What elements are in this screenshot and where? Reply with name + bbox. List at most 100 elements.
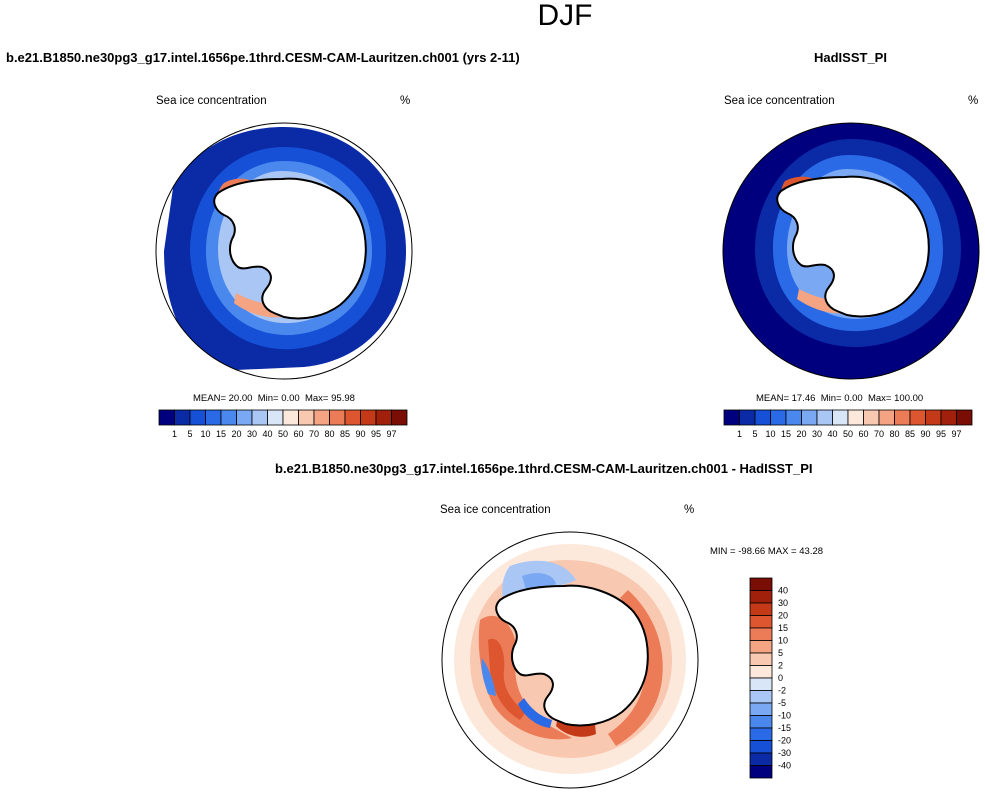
model-stats: MEAN= 20.00 Min= 0.00 Max= 95.98: [193, 393, 355, 404]
obs-max-value: 100.00: [894, 393, 924, 404]
model-max-value: 95.98: [331, 393, 355, 404]
diff-max-value: 43.28: [799, 546, 824, 557]
model-colorbar-swatch: [205, 409, 222, 426]
diff-colorbar-label: 20: [778, 611, 788, 621]
diff-colorbar-swatch: [749, 615, 773, 629]
obs-min-value: 0.00: [844, 393, 863, 404]
obs-colorbar-label: 97: [951, 429, 961, 439]
model-colorbar-label: 30: [247, 429, 257, 439]
obs-colorbar-swatch: [909, 409, 926, 426]
model-colorbar-label: 50: [278, 429, 288, 439]
diff-colorbar-label: 5: [778, 648, 783, 658]
obs-max-label: Max=: [867, 393, 892, 404]
diff-colorbar-swatch: [749, 740, 773, 754]
obs-colorbar-swatch: [863, 409, 880, 426]
model-colorbar-swatch: [282, 409, 299, 426]
obs-colorbar-swatch: [739, 409, 756, 426]
diff-colorbar-swatch: [749, 627, 773, 641]
diff-colorbar-swatch: [749, 665, 773, 679]
obs-map: [722, 122, 980, 380]
obs-colorbar: 1 5 10 15 20 30 40 50 60 70 80 85 90 95 97: [723, 409, 973, 439]
obs-colorbar-swatch: [925, 409, 942, 426]
obs-colorbar-swatch: [770, 409, 787, 426]
diff-colorbar-label: -40: [778, 761, 791, 771]
obs-colorbar-label: 80: [889, 429, 899, 439]
obs-colorbar-swatch: [816, 409, 833, 426]
diff-colorbar-swatch: [749, 702, 773, 716]
obs-colorbar-label: 20: [796, 429, 806, 439]
obs-colorbar-label: 1: [737, 429, 742, 439]
obs-mean-label: MEAN=: [756, 393, 789, 404]
model-colorbar-swatch: [298, 409, 315, 426]
diff-colorbar-swatch: [749, 577, 773, 591]
obs-min-label: Min=: [820, 393, 842, 404]
diff-colorbar-swatch: [749, 690, 773, 704]
model-colorbar-label: 10: [200, 429, 210, 439]
obs-colorbar-label: 10: [765, 429, 775, 439]
diff-colorbar-label: 40: [778, 586, 788, 596]
diff-colorbar-label: -2: [778, 686, 786, 696]
diff-colorbar-swatch: [749, 590, 773, 604]
obs-colorbar-label: 15: [781, 429, 791, 439]
model-colorbar-swatch: [344, 409, 361, 426]
obs-colorbar-swatch: [832, 409, 849, 426]
obs-colorbar-swatch: [894, 409, 911, 426]
diff-min-label: MIN =: [710, 546, 736, 557]
obs-colorbar-label: 5: [752, 429, 757, 439]
model-colorbar-swatch: [267, 409, 284, 426]
obs-colorbar-label: 70: [874, 429, 884, 439]
diff-colorbar-label: -15: [778, 723, 791, 733]
obs-colorbar-swatch: [754, 409, 771, 426]
model-colorbar-swatch: [174, 409, 191, 426]
obs-colorbar-swatch: [847, 409, 864, 426]
model-colorbar-swatch: [220, 409, 237, 426]
model-colorbar-swatch: [158, 409, 175, 426]
diff-colorbar-swatch: [749, 640, 773, 654]
diff-colorbar-swatch: [749, 677, 773, 691]
diff-colorbar-swatch: [749, 752, 773, 766]
model-colorbar-swatch: [189, 409, 206, 426]
obs-colorbar-label: 30: [812, 429, 822, 439]
diff-colorbar-label: -20: [778, 736, 791, 746]
diff-colorbar-label: 10: [778, 636, 788, 646]
diff-colorbar-label: -5: [778, 698, 786, 708]
obs-colorbar-label: 90: [920, 429, 930, 439]
obs-colorbar-label: 95: [936, 429, 946, 439]
diff-map: [441, 531, 699, 789]
obs-colorbar-label: 85: [905, 429, 915, 439]
model-colorbar-swatch: [329, 409, 346, 426]
obs-case-label: HadISST_PI: [814, 50, 887, 65]
model-colorbar-label: 15: [216, 429, 226, 439]
model-colorbar-label: 80: [324, 429, 334, 439]
diff-colorbar-label: 0: [778, 673, 783, 683]
obs-mean-value: 17.46: [791, 393, 816, 404]
model-min-label: Min=: [257, 393, 279, 404]
model-map: [155, 122, 413, 380]
model-colorbar-label: 97: [386, 429, 396, 439]
obs-antarctica: [776, 175, 930, 318]
obs-colorbar-swatch: [878, 409, 895, 426]
diff-colorbar-swatch: [749, 727, 773, 741]
model-colorbar-label: 85: [340, 429, 350, 439]
model-colorbar-swatch: [375, 409, 392, 426]
diff-max-label: MAX =: [767, 546, 797, 557]
diff-stats: MIN = -98.66 MAX = 43.28: [710, 546, 823, 557]
diff-colorbar-swatch: [749, 602, 773, 616]
model-min-value: 0.00: [281, 393, 300, 404]
diff-colorbar-label: -30: [778, 748, 791, 758]
model-colorbar: 1 5 10 15 20 30 40 50 60 70 80 85 90 95 97: [158, 409, 408, 439]
diff-colorbar-label: -10: [778, 711, 791, 721]
model-colorbar-label: 5: [187, 429, 192, 439]
obs-units-label: %: [968, 95, 979, 107]
model-mean-label: MEAN=: [193, 393, 226, 404]
model-colorbar-swatch: [313, 409, 330, 426]
obs-colorbar-swatch: [785, 409, 802, 426]
obs-colorbar-label: 40: [827, 429, 837, 439]
model-colorbar-label: 70: [309, 429, 319, 439]
obs-colorbar-swatch: [956, 409, 973, 426]
model-max-label: Max=: [304, 393, 329, 404]
diff-colorbar-label: 2: [778, 661, 783, 671]
diff-colorbar-swatch: [749, 715, 773, 729]
obs-colorbar-label: 60: [858, 429, 868, 439]
